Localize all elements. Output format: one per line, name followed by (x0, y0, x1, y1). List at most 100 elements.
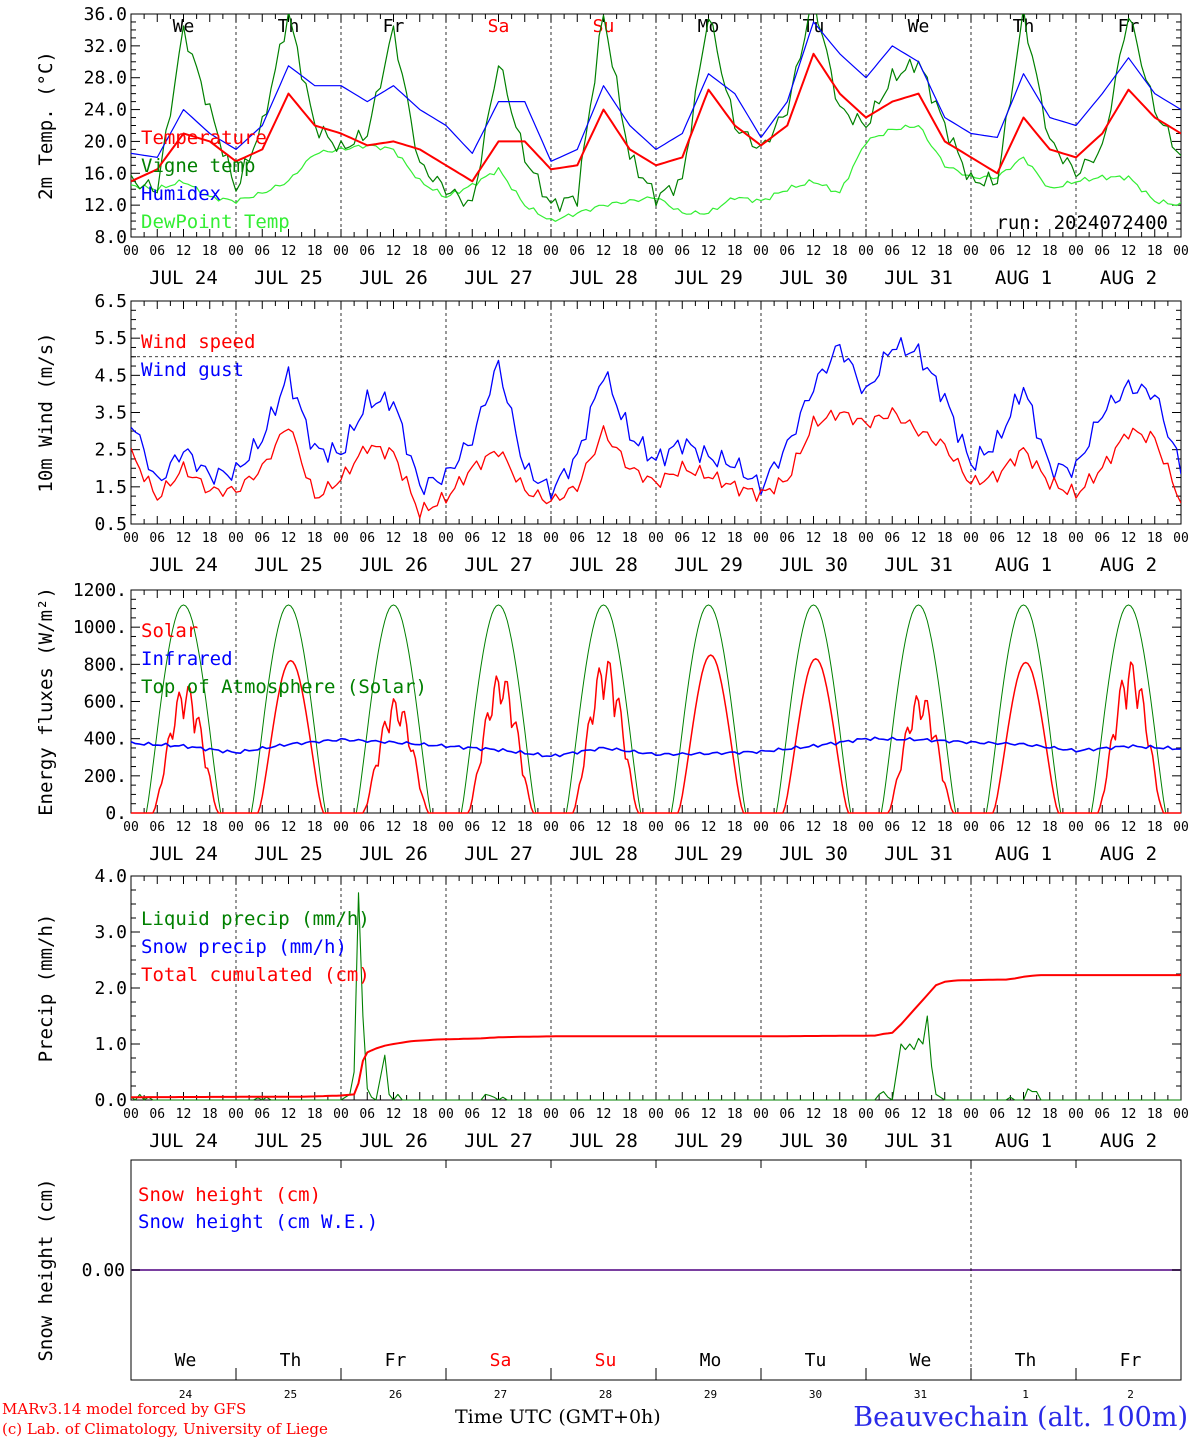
hour-tick-label: 06 (989, 531, 1005, 546)
y-tick-label: 20.0 (84, 131, 127, 152)
legend-entry: Wind gust (141, 359, 244, 381)
hour-tick-label: 06 (1094, 820, 1110, 835)
date-label: AUG 1 (995, 554, 1052, 576)
series-line-top-of-atmosphere (131, 604, 1181, 814)
date-label: JUL 27 (464, 843, 533, 865)
hour-tick-label: 06 (674, 1107, 690, 1122)
hour-tick-label: 18 (202, 531, 218, 546)
hour-tick-label: 18 (1147, 820, 1163, 835)
hour-tick-label: 12 (491, 820, 507, 835)
hour-tick-label: 12 (281, 531, 297, 546)
legend-entry: Liquid precip (mm/h) (141, 908, 370, 930)
hour-tick-label: 12 (911, 244, 927, 259)
date-label: JUL 30 (779, 554, 848, 576)
legend-entry: Snow precip (mm/h) (141, 936, 347, 958)
hour-tick-label: 00 (123, 820, 139, 835)
hour-tick-label: 00 (648, 531, 664, 546)
hour-tick-label: 18 (937, 820, 953, 835)
hour-tick-label: 12 (806, 820, 822, 835)
legend-entry: Snow height (cm) (138, 1184, 321, 1206)
y-tick-label: 16.0 (84, 163, 127, 184)
hour-tick-label: 06 (464, 244, 480, 259)
y-tick-label: 400. (84, 729, 127, 750)
date-label: JUL 28 (569, 843, 638, 865)
date-label: JUL 25 (254, 1130, 323, 1152)
date-label: AUG 2 (1100, 1130, 1157, 1152)
hour-tick-label: 06 (779, 531, 795, 546)
hour-tick-label: 18 (1042, 531, 1058, 546)
y-tick-label: 24.0 (84, 100, 127, 121)
hour-tick-label: 00 (228, 1107, 244, 1122)
date-label: AUG 2 (1100, 843, 1157, 865)
hour-tick-label: 06 (359, 1107, 375, 1122)
weekday-label: Mo (700, 1350, 722, 1371)
y-tick-label: 6.5 (94, 291, 127, 312)
date-label: JUL 24 (149, 843, 218, 865)
y-tick-label: 800. (84, 654, 127, 675)
y-tick-label: 0.0 (94, 1090, 127, 1111)
hour-tick-label: 12 (1016, 244, 1032, 259)
hour-tick-label: 12 (596, 820, 612, 835)
series-group (131, 337, 1181, 519)
date-label: JUL 28 (569, 1130, 638, 1152)
hour-tick-label: 00 (1068, 820, 1084, 835)
weekday-label: Fr (1120, 1350, 1142, 1371)
hour-tick-label: 12 (1016, 531, 1032, 546)
hour-tick-label: 00 (438, 531, 454, 546)
day-number-label: 27 (494, 1388, 507, 1401)
hour-tick-label: 00 (858, 820, 874, 835)
hour-tick-label: 18 (832, 531, 848, 546)
hour-tick-label: 12 (176, 244, 192, 259)
plot-frame (130, 300, 1182, 525)
hour-tick-label: 18 (517, 820, 533, 835)
run-annotation: run: 2024072400 (996, 212, 1168, 234)
y-tick-label: 32.0 (84, 36, 127, 57)
hour-tick-label: 12 (596, 1107, 612, 1122)
hour-tick-label: 00 (333, 1107, 349, 1122)
hour-tick-label: 18 (622, 244, 638, 259)
date-label: JUL 26 (359, 267, 428, 289)
hour-tick-label: 06 (1094, 1107, 1110, 1122)
hour-tick-label: 00 (753, 244, 769, 259)
y-tick-label: 8.0 (94, 227, 127, 248)
y-tick-label: 1000. (73, 617, 127, 638)
y-axis-title: 2m Temp. (°C) (35, 51, 57, 200)
series-line-solar (131, 654, 1181, 814)
date-label: JUL 30 (779, 1130, 848, 1152)
date-label: JUL 26 (359, 554, 428, 576)
hour-tick-label: 06 (254, 1107, 270, 1122)
hour-tick-label: 12 (1121, 244, 1137, 259)
hour-tick-label: 06 (884, 1107, 900, 1122)
day-number-label: 29 (704, 1388, 717, 1401)
date-label: JUL 29 (674, 843, 743, 865)
y-axis-title: Precip (mm/h) (35, 914, 57, 1063)
hour-tick-label: 12 (1121, 1107, 1137, 1122)
y-tick-label: 600. (84, 692, 127, 713)
weekday-label: Sa (490, 1350, 512, 1371)
date-label: JUL 25 (254, 267, 323, 289)
legend-entry: Vigne temp (141, 155, 255, 177)
y-tick-label: 36.0 (84, 4, 127, 25)
hour-tick-label: 18 (1147, 531, 1163, 546)
hour-tick-label: 00 (963, 1107, 979, 1122)
series-line-total-cumulated (131, 974, 1181, 1099)
date-label: JUL 28 (569, 267, 638, 289)
date-label: AUG 2 (1100, 267, 1157, 289)
hour-tick-label: 12 (491, 244, 507, 259)
hour-tick-label: 18 (412, 531, 428, 546)
hour-tick-label: 12 (596, 244, 612, 259)
hour-tick-label: 00 (228, 820, 244, 835)
weekday-label: Fr (385, 1350, 407, 1371)
y-tick-label: 5.5 (94, 328, 127, 349)
hour-tick-label: 00 (963, 820, 979, 835)
hour-tick-label: 00 (228, 531, 244, 546)
day-number-label: 26 (389, 1388, 402, 1401)
hour-tick-label: 18 (622, 820, 638, 835)
hour-tick-label: 00 (648, 1107, 664, 1122)
hour-tick-label: 18 (727, 1107, 743, 1122)
hour-tick-label: 00 (648, 820, 664, 835)
hour-tick-label: 12 (281, 1107, 297, 1122)
hour-tick-label: 00 (648, 244, 664, 259)
hour-tick-label: 00 (1068, 1107, 1084, 1122)
hour-tick-label: 06 (359, 531, 375, 546)
